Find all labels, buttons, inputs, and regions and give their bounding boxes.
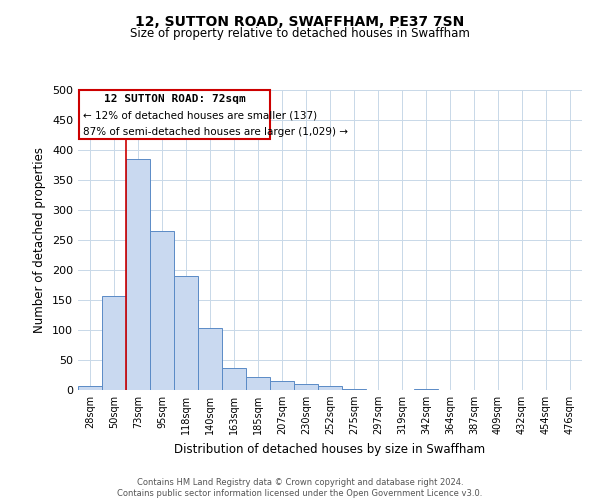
Text: Contains HM Land Registry data © Crown copyright and database right 2024.
Contai: Contains HM Land Registry data © Crown c…: [118, 478, 482, 498]
Text: ← 12% of detached houses are smaller (137): ← 12% of detached houses are smaller (13…: [83, 111, 317, 121]
Text: Size of property relative to detached houses in Swaffham: Size of property relative to detached ho…: [130, 28, 470, 40]
Bar: [342, 389, 366, 390]
Bar: [246, 377, 270, 390]
Text: 87% of semi-detached houses are larger (1,029) →: 87% of semi-detached houses are larger (…: [83, 127, 348, 137]
FancyBboxPatch shape: [79, 90, 270, 139]
Bar: [78, 386, 102, 390]
Bar: [318, 386, 342, 390]
Bar: [294, 384, 318, 390]
Bar: [198, 328, 222, 390]
Bar: [222, 368, 246, 390]
X-axis label: Distribution of detached houses by size in Swaffham: Distribution of detached houses by size …: [175, 442, 485, 456]
Bar: [126, 159, 150, 390]
Bar: [414, 389, 438, 390]
Bar: [270, 381, 294, 390]
Text: 12, SUTTON ROAD, SWAFFHAM, PE37 7SN: 12, SUTTON ROAD, SWAFFHAM, PE37 7SN: [136, 15, 464, 29]
Bar: [150, 231, 174, 390]
Bar: [102, 296, 126, 390]
Y-axis label: Number of detached properties: Number of detached properties: [34, 147, 46, 333]
Text: 12 SUTTON ROAD: 72sqm: 12 SUTTON ROAD: 72sqm: [104, 94, 245, 104]
Bar: [174, 276, 198, 390]
